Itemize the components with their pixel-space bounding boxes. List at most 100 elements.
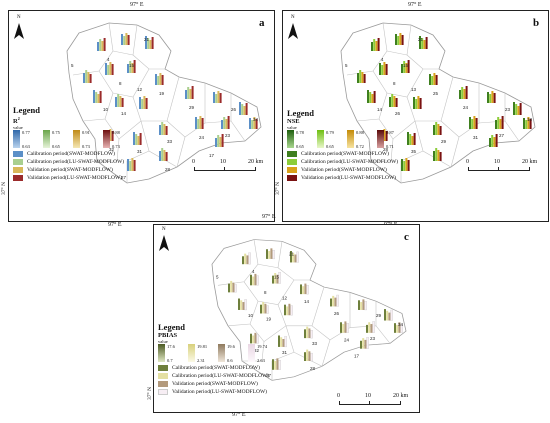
station-bar-glyph bbox=[513, 102, 522, 115]
station-bar bbox=[101, 41, 104, 51]
station-bar bbox=[385, 64, 388, 75]
station-bar bbox=[139, 97, 141, 109]
basin-map-b: 21 5 4 15 8 13 14 26 25 24 23 18 29 31 27 28 35 bbox=[340, 22, 536, 184]
station-bar bbox=[215, 138, 217, 147]
subbasin-boundary bbox=[406, 76, 454, 122]
station-bar bbox=[371, 42, 373, 51]
station-bar bbox=[159, 151, 161, 161]
subbasin-boundary bbox=[386, 50, 408, 56]
station-bar bbox=[129, 161, 132, 171]
station-bar bbox=[362, 299, 365, 310]
station-bar bbox=[527, 117, 530, 129]
station-bar bbox=[157, 76, 160, 85]
station-bar bbox=[375, 41, 378, 51]
station-bar bbox=[163, 150, 166, 161]
station-bar bbox=[386, 310, 389, 321]
ramp-val-swat bbox=[347, 130, 354, 148]
station-bar bbox=[266, 305, 269, 314]
station-bar bbox=[407, 60, 410, 73]
station-bar bbox=[107, 65, 110, 75]
station-bar-glyph bbox=[121, 33, 130, 45]
station-bar bbox=[463, 89, 466, 99]
scale-bar: 0 10 20 km bbox=[192, 159, 274, 173]
subbasin-label: 31 bbox=[473, 135, 479, 140]
station-bar bbox=[252, 276, 255, 286]
station-bar bbox=[495, 134, 498, 147]
station-bar-glyph bbox=[228, 280, 237, 293]
station-bar-glyph bbox=[487, 91, 496, 103]
station-bar bbox=[143, 96, 146, 109]
station-bar bbox=[334, 297, 337, 307]
station-bar bbox=[360, 340, 362, 349]
subbasin-boundary bbox=[440, 83, 480, 138]
station-bar bbox=[489, 138, 491, 147]
lon-label-b-top: 97° E bbox=[408, 2, 422, 8]
subbasin-label: 4 bbox=[252, 269, 255, 274]
legend-title: Legend bbox=[287, 108, 314, 118]
station-bar-glyph bbox=[379, 62, 388, 75]
station-bar bbox=[423, 40, 426, 49]
station-bar bbox=[419, 36, 421, 49]
subbasin-label: 5 bbox=[71, 63, 74, 68]
station-bar bbox=[248, 252, 251, 265]
panel-letter: c bbox=[404, 231, 409, 243]
station-bar bbox=[278, 335, 280, 347]
station-bar bbox=[133, 160, 136, 171]
station-bar bbox=[523, 118, 525, 129]
lon-label-c-bottom: 97° E bbox=[232, 412, 246, 418]
station-bar bbox=[517, 106, 520, 115]
scale-bar: 0 10 20 km bbox=[337, 393, 419, 407]
station-bar bbox=[115, 97, 117, 107]
station-bar bbox=[133, 132, 135, 145]
station-bar bbox=[139, 133, 142, 145]
station-bar-glyph bbox=[127, 158, 136, 171]
station-bar-glyph bbox=[413, 96, 422, 109]
subbasin-label: 31 bbox=[282, 350, 288, 355]
station-bar bbox=[403, 61, 406, 73]
station-bar bbox=[292, 252, 295, 263]
subbasin-label: 24 bbox=[463, 105, 469, 110]
station-bar bbox=[145, 36, 147, 49]
station-bar bbox=[243, 106, 246, 115]
subbasin-boundary bbox=[372, 68, 424, 98]
subbasin-label: 15 bbox=[403, 63, 409, 68]
station-bar bbox=[280, 337, 283, 347]
station-bar-glyph bbox=[159, 148, 168, 161]
station-bar bbox=[499, 119, 502, 129]
station-bar bbox=[288, 303, 291, 316]
station-bar-glyph bbox=[278, 335, 287, 348]
station-bar bbox=[413, 133, 416, 145]
station-bar-glyph bbox=[145, 36, 154, 49]
station-bar-glyph bbox=[401, 158, 410, 171]
station-bar bbox=[362, 338, 365, 349]
panel-letter: b bbox=[533, 17, 540, 29]
subbasin-label: 12 bbox=[137, 87, 143, 92]
station-bar bbox=[125, 33, 128, 45]
subbasin-label: 23 bbox=[370, 336, 376, 341]
period-cal-swat: Calibration period(SWAT-MODFLOW) bbox=[158, 364, 318, 372]
station-bar bbox=[367, 90, 369, 103]
station-bar bbox=[395, 34, 397, 45]
station-bar bbox=[405, 63, 408, 73]
station-bar bbox=[276, 274, 279, 284]
station-bar-glyph bbox=[213, 91, 222, 103]
north-label: N bbox=[17, 15, 21, 20]
subbasin-label: 14 bbox=[121, 111, 127, 116]
subbasin-label: 33 bbox=[167, 139, 173, 144]
station-bar bbox=[346, 323, 349, 333]
station-bar bbox=[155, 74, 157, 85]
station-bar bbox=[344, 321, 347, 333]
station-bar bbox=[417, 96, 420, 109]
station-bar bbox=[487, 92, 489, 103]
station-bar bbox=[161, 148, 164, 161]
ramp-cal-swat bbox=[13, 130, 20, 149]
station-bar-glyph bbox=[83, 70, 92, 83]
station-bar bbox=[429, 74, 431, 85]
station-bar bbox=[133, 60, 136, 73]
station-bar bbox=[304, 329, 306, 339]
station-bar-glyph bbox=[300, 283, 309, 295]
station-bar bbox=[99, 91, 102, 103]
period-val-swat: Validation period(SWAT-MODFLOW) bbox=[13, 166, 173, 174]
station-bar bbox=[87, 72, 90, 83]
station-bar bbox=[435, 148, 438, 161]
